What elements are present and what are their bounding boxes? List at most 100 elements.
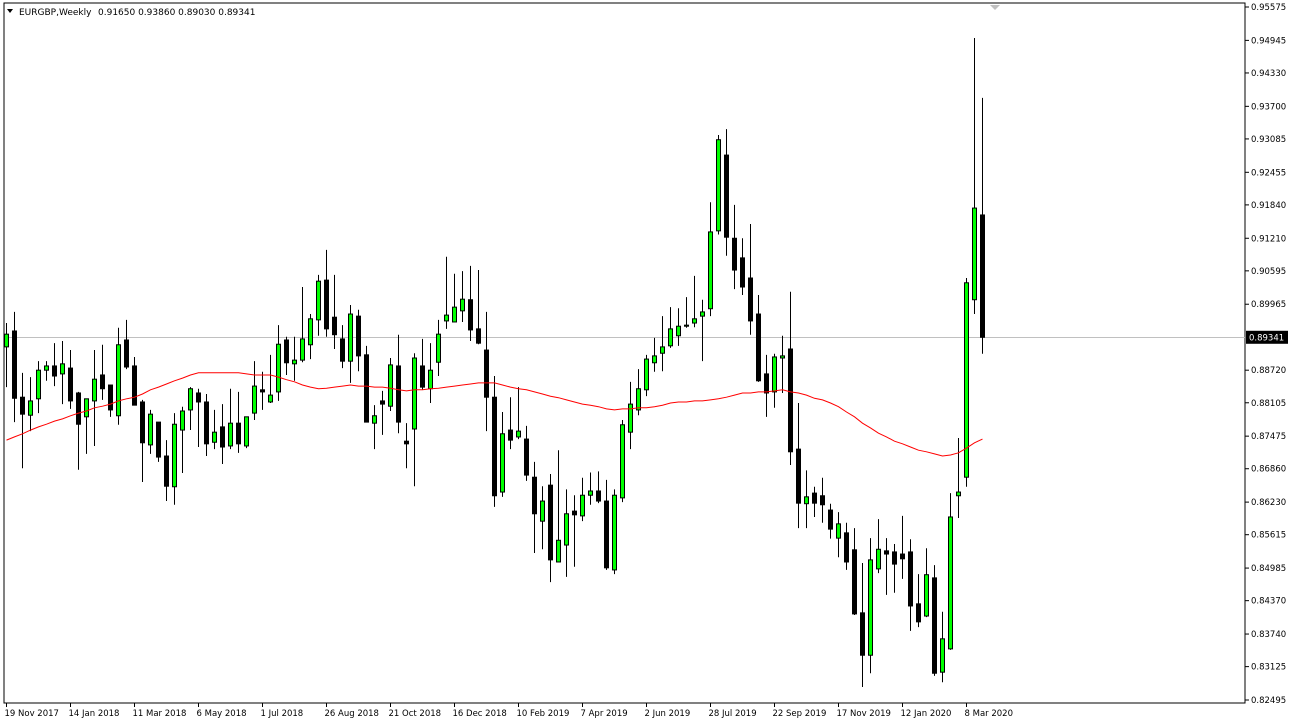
bullish-candle — [964, 278, 969, 487]
candle-body — [484, 349, 489, 398]
ohlc-readout: 0.91650 0.93860 0.89030 0.89341 — [98, 8, 255, 18]
bearish-candle — [492, 376, 497, 507]
candle-body — [52, 365, 57, 377]
bearish-candle — [100, 344, 105, 400]
candle-body — [892, 551, 897, 565]
candle-body — [404, 440, 409, 445]
bearish-candle — [476, 270, 481, 345]
candle-body — [812, 492, 817, 504]
candle-body — [236, 422, 241, 445]
bullish-candle — [644, 354, 649, 397]
bearish-candle — [468, 265, 473, 342]
candle-body — [316, 280, 321, 321]
candle-body — [12, 330, 17, 399]
candle-body — [628, 403, 633, 433]
candle-body — [732, 237, 737, 271]
bearish-candle — [284, 336, 289, 375]
bullish-candle — [452, 273, 457, 323]
price-tick-label: 0.94945 — [1251, 36, 1286, 46]
bullish-candle — [212, 409, 217, 450]
candle-body — [396, 365, 401, 423]
bullish-candle — [244, 416, 249, 449]
candle-body — [340, 338, 345, 362]
price-tick-label: 0.86860 — [1251, 465, 1286, 475]
bullish-candle — [556, 450, 561, 563]
candle-body — [588, 490, 593, 496]
bearish-candle — [820, 477, 825, 523]
candle-body — [636, 388, 641, 411]
candle-body — [28, 400, 33, 416]
candle-body — [724, 154, 729, 238]
candle-body — [956, 491, 961, 497]
bullish-candle — [436, 319, 441, 377]
candle-body — [924, 574, 929, 617]
bearish-candle — [604, 479, 609, 570]
time-tick-label: 11 Mar 2018 — [133, 709, 187, 719]
bearish-candle — [220, 404, 225, 464]
bearish-candle — [356, 309, 361, 372]
candle-body — [180, 410, 185, 431]
candle-body — [324, 279, 329, 330]
candle-body — [772, 356, 777, 393]
bearish-candle — [748, 223, 753, 335]
candle-body — [124, 339, 129, 368]
candle-body — [972, 207, 977, 301]
bearish-candle — [124, 319, 129, 370]
candle-body — [44, 365, 49, 371]
candle-body — [284, 339, 289, 364]
time-tick-label: 7 Apr 2019 — [581, 709, 628, 719]
bearish-candle — [420, 338, 425, 390]
bearish-candle — [884, 538, 889, 595]
candle-body — [748, 277, 753, 322]
candle-body — [940, 638, 945, 673]
candle-body — [644, 358, 649, 391]
candle-body — [228, 422, 233, 447]
symbol-timeframe: EURGBP,Weekly — [19, 8, 92, 18]
candle-body — [668, 328, 673, 347]
candle-body — [604, 500, 609, 569]
candle-body — [196, 392, 201, 403]
time-axis[interactable]: 19 Nov 2017 14 Jan 2018 11 Mar 2018 6 May 2… — [5, 703, 1013, 719]
bearish-candle — [324, 249, 329, 337]
triangle-down-icon[interactable] — [7, 9, 13, 13]
bearish-candle — [844, 522, 849, 570]
candle-body — [436, 333, 441, 363]
bullish-candle — [588, 472, 593, 505]
bullish-candle — [700, 299, 705, 362]
candle-body — [476, 328, 481, 344]
bullish-candle — [500, 412, 505, 497]
chart-shift-marker-icon[interactable] — [990, 5, 1000, 10]
candle-body — [596, 490, 601, 502]
candle-body — [860, 612, 865, 656]
price-tick-label: 0.82495 — [1251, 696, 1286, 706]
bearish-candle — [260, 371, 265, 410]
price-axis[interactable]: 0.95575 0.94945 0.94330 0.93700 0.93085 0.924… — [1245, 3, 1286, 706]
time-tick-label: 21 Oct 2018 — [389, 709, 442, 719]
candle-body — [492, 396, 497, 497]
price-tick-label: 0.83125 — [1251, 663, 1286, 673]
candle-body — [852, 549, 857, 615]
candle-body — [508, 429, 513, 441]
candle-body — [620, 424, 625, 499]
candle-body — [716, 139, 721, 232]
candle-body — [364, 354, 369, 423]
time-tick-label: 8 Mar 2020 — [965, 709, 1013, 719]
candle-body — [60, 363, 65, 375]
price-tick-label: 0.91840 — [1251, 201, 1286, 211]
bullish-candle — [540, 486, 545, 550]
bullish-candle — [948, 493, 953, 650]
price-tick-label: 0.85615 — [1251, 531, 1286, 541]
candle-body — [308, 318, 313, 346]
bullish-candle — [252, 361, 257, 420]
candle-body — [204, 401, 209, 445]
bearish-candle — [852, 528, 857, 615]
candle-body — [356, 315, 361, 357]
candle-body — [796, 448, 801, 504]
time-tick-label: 6 May 2018 — [197, 709, 247, 719]
bearish-candle — [788, 291, 793, 466]
bullish-candle — [972, 37, 977, 315]
time-tick-label: 14 Jan 2018 — [69, 709, 120, 719]
candle-body — [884, 550, 889, 555]
bearish-candle — [52, 343, 57, 387]
